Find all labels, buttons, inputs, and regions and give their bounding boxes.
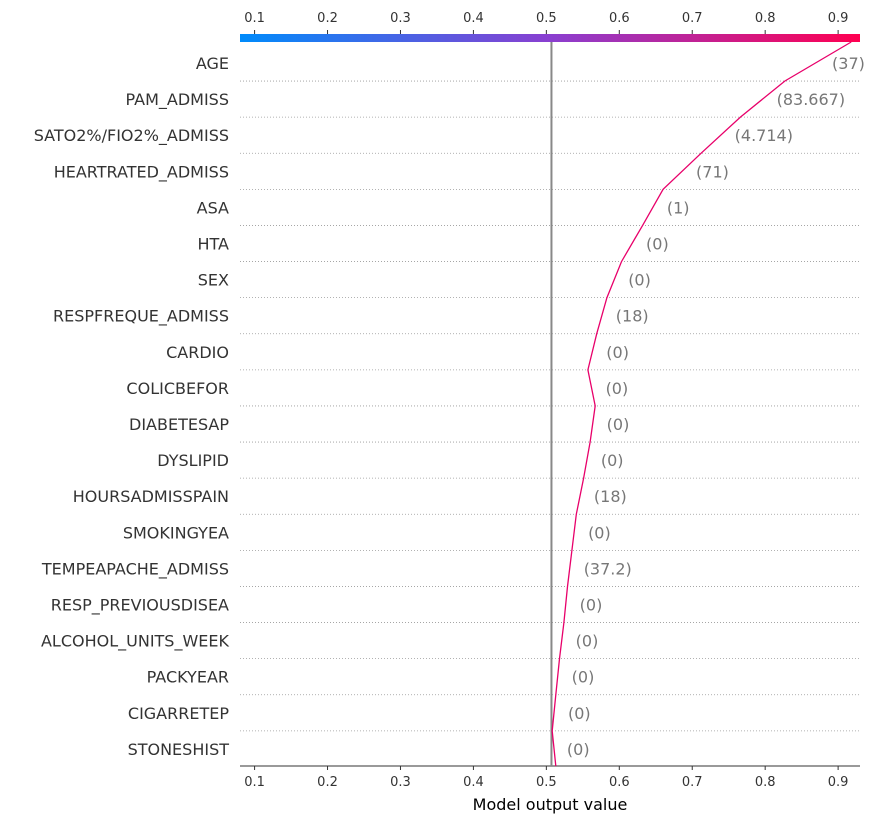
feature-value-label: (83.667) bbox=[777, 90, 845, 109]
feature-name: SATO2%/FIO2%_ADMISS bbox=[34, 126, 229, 146]
feature-name: SMOKINGYEA bbox=[123, 523, 229, 542]
feature-name: CARDIO bbox=[166, 343, 229, 362]
colorbar bbox=[240, 34, 860, 42]
feature-value-label: (0) bbox=[580, 596, 603, 615]
feature-value-label: (0) bbox=[601, 451, 624, 470]
feature-name: COLICBEFOR bbox=[126, 379, 229, 398]
feature-name: DIABETESAP bbox=[129, 415, 229, 434]
feature-name: HTA bbox=[197, 235, 229, 254]
top-tick-label: 0.2 bbox=[317, 11, 338, 26]
feature-value-label: (18) bbox=[616, 307, 649, 326]
top-tick-label: 0.4 bbox=[463, 11, 484, 26]
feature-value-label: (0) bbox=[628, 271, 651, 290]
feature-value-label: (18) bbox=[594, 487, 627, 506]
feature-name: PAM_ADMISS bbox=[126, 90, 229, 110]
feature-value-label: (0) bbox=[646, 235, 669, 254]
bottom-tick-label: 0.7 bbox=[682, 775, 703, 790]
bottom-axis: 0.1 0.2 0.3 0.4 0.5 0.6 0.7 0.8 0.9 bbox=[240, 765, 860, 790]
bottom-tick-label: 0.5 bbox=[536, 775, 557, 790]
feature-labels: AGE PAM_ADMISS SATO2%/FIO2%_ADMISS HEARTRAT… bbox=[34, 54, 230, 759]
bottom-tick-label: 0.9 bbox=[828, 775, 849, 790]
feature-name: PACKYEAR bbox=[147, 668, 229, 687]
feature-name: TEMPEAPACHE_ADMISS bbox=[41, 559, 229, 579]
feature-name: SEX bbox=[198, 271, 229, 290]
feature-value-label: (71) bbox=[696, 162, 729, 181]
top-tick-label: 0.7 bbox=[682, 11, 703, 26]
bottom-tick-label: 0.1 bbox=[244, 775, 265, 790]
feature-name: RESP_PREVIOUSDISEA bbox=[51, 596, 229, 616]
feature-value-labels: (37) (83.667) (4.714) (71) (1) (0) (0) (18) (0) (… bbox=[567, 54, 865, 759]
top-tick-label: 0.3 bbox=[390, 11, 411, 26]
decision-path bbox=[551, 41, 852, 767]
feature-name: CIGARRETEP bbox=[128, 704, 229, 723]
feature-name: RESPFREQUE_ADMISS bbox=[53, 307, 229, 327]
feature-value-label: (0) bbox=[568, 704, 591, 723]
feature-value-label: (0) bbox=[606, 379, 629, 398]
feature-value-label: (37.2) bbox=[584, 559, 632, 578]
feature-name: DYSLIPID bbox=[157, 451, 229, 470]
feature-name: AGE bbox=[196, 54, 229, 73]
feature-value-label: (0) bbox=[588, 523, 611, 542]
x-axis-title: Model output value bbox=[473, 795, 628, 814]
top-tick-label: 0.9 bbox=[828, 11, 849, 26]
feature-value-label: (0) bbox=[572, 668, 595, 687]
decision-line bbox=[551, 41, 852, 767]
bottom-tick-label: 0.8 bbox=[755, 775, 776, 790]
feature-value-label: (37) bbox=[832, 54, 865, 73]
bottom-tick-label: 0.6 bbox=[609, 775, 630, 790]
top-tick-label: 0.6 bbox=[609, 11, 630, 26]
feature-value-label: (4.714) bbox=[735, 126, 793, 145]
top-tick-label: 0.1 bbox=[244, 11, 265, 26]
bottom-tick-label: 0.2 bbox=[317, 775, 338, 790]
feature-value-label: (0) bbox=[606, 343, 629, 362]
feature-name: HOURSADMISSPAIN bbox=[73, 487, 229, 506]
gridlines bbox=[240, 80, 860, 732]
bottom-tick-label: 0.3 bbox=[390, 775, 411, 790]
feature-name: HEARTRATED_ADMISS bbox=[54, 162, 229, 182]
bottom-tick-label: 0.4 bbox=[463, 775, 484, 790]
feature-name: ASA bbox=[197, 198, 229, 217]
feature-name: ALCOHOL_UNITS_WEEK bbox=[41, 632, 230, 652]
feature-name: STONESHIST bbox=[128, 740, 230, 759]
feature-value-label: (0) bbox=[607, 415, 630, 434]
feature-value-label: (0) bbox=[567, 740, 590, 759]
feature-value-label: (1) bbox=[667, 198, 690, 217]
top-tick-label: 0.5 bbox=[536, 11, 557, 26]
feature-value-label: (0) bbox=[576, 632, 599, 651]
top-tick-label: 0.8 bbox=[755, 11, 776, 26]
top-axis: 0.1 0.2 0.3 0.4 0.5 0.6 0.7 0.8 0.9 bbox=[240, 11, 860, 42]
